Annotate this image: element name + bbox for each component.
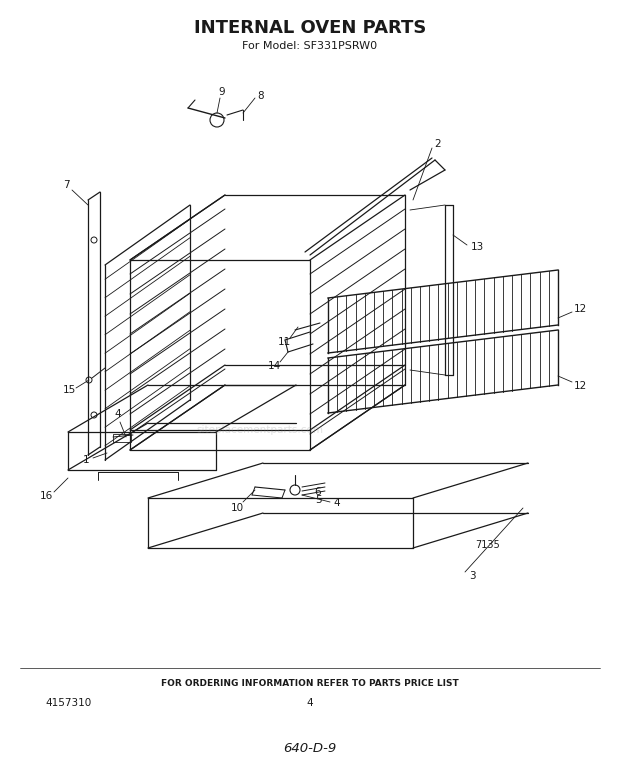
Text: INTERNAL OVEN PARTS: INTERNAL OVEN PARTS — [194, 19, 426, 37]
Text: 2: 2 — [435, 139, 441, 149]
Text: 13: 13 — [471, 242, 484, 252]
Text: 4: 4 — [115, 409, 122, 419]
Text: 8: 8 — [258, 91, 264, 101]
Text: 4157310: 4157310 — [45, 698, 91, 708]
Text: 3: 3 — [469, 571, 476, 581]
Text: 9: 9 — [219, 87, 225, 97]
Text: 7: 7 — [63, 180, 69, 190]
Text: 16: 16 — [40, 491, 53, 501]
Text: 10: 10 — [231, 503, 244, 513]
Text: siteplacementparts.com: siteplacementparts.com — [197, 425, 324, 435]
Text: 12: 12 — [574, 304, 587, 314]
Text: FOR ORDERING INFORMATION REFER TO PARTS PRICE LIST: FOR ORDERING INFORMATION REFER TO PARTS … — [161, 680, 459, 688]
Text: 6: 6 — [315, 487, 321, 497]
Bar — [113, 434, 131, 442]
Text: 11: 11 — [277, 337, 291, 347]
Text: 7135: 7135 — [476, 540, 500, 550]
Text: 12: 12 — [574, 381, 587, 391]
Text: 4: 4 — [334, 498, 340, 508]
Text: 4: 4 — [307, 698, 313, 708]
Text: 1: 1 — [82, 455, 89, 465]
Text: 640-D-9: 640-D-9 — [283, 742, 337, 754]
Text: 5: 5 — [315, 495, 321, 505]
Text: 15: 15 — [63, 385, 76, 395]
Text: 14: 14 — [267, 361, 281, 371]
Text: For Model: SF331PSRW0: For Model: SF331PSRW0 — [242, 41, 378, 51]
